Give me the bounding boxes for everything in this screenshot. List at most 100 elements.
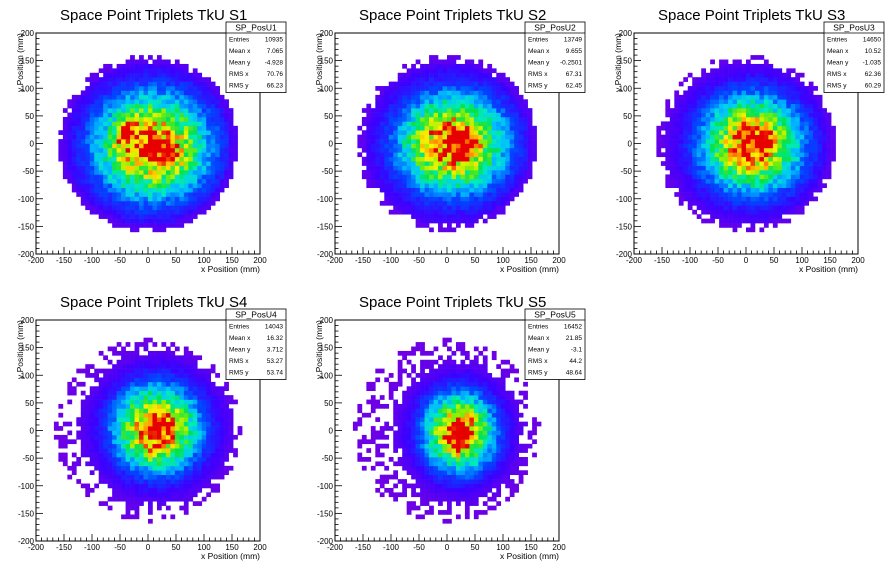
histogram-bin [425,99,430,104]
histogram-bin [126,408,131,413]
histogram-bin [179,369,184,374]
histogram-bin [197,404,202,409]
histogram-bin [366,130,371,135]
histogram-bin [380,130,385,135]
histogram-bin [791,179,796,184]
histogram-bin [487,152,492,157]
histogram-bin [161,148,166,153]
histogram-bin [152,461,157,466]
histogram-bin [384,113,389,118]
histogram-bin [161,99,166,104]
histogram-bin [487,113,492,118]
histogram-bin [135,439,140,444]
histogram-bin [215,453,220,458]
histogram-bin [148,510,153,515]
histogram-bin [683,95,688,100]
histogram-bin [514,148,519,153]
histogram-bin [429,113,434,118]
histogram-bin [193,179,198,184]
histogram-bin [108,444,113,449]
histogram-bin [135,188,140,193]
histogram-bin [728,157,733,162]
histogram-bin [161,126,166,131]
histogram-bin [157,453,162,458]
histogram-bin [148,501,153,506]
histogram-bin [112,77,117,82]
histogram-bin [197,475,202,480]
histogram-bin [407,73,412,78]
histogram-bin [130,484,135,489]
histogram-bin [523,161,528,166]
histogram-bin [188,351,193,356]
histogram-bin [157,64,162,69]
histogram-bin [746,152,751,157]
histogram-bin [63,135,68,140]
histogram-bin [429,126,434,131]
histogram-bin [144,377,149,382]
histogram-bin [750,130,755,135]
histogram-bin [438,152,443,157]
histogram-bin [416,73,421,78]
histogram-bin [710,214,715,219]
histogram-bin [380,108,385,113]
histogram-bin [166,68,171,73]
histogram-bin [135,448,140,453]
histogram-bin [465,210,470,215]
histogram-bin [469,90,474,95]
histogram-bin [465,192,470,197]
histogram-bin [402,99,407,104]
histogram-bin [170,201,175,206]
histogram-bin [161,475,166,480]
histogram-bin [750,166,755,171]
histogram-bin [139,466,144,471]
histogram-bin [733,157,738,162]
histogram-bin [184,439,189,444]
histogram-bin [487,86,492,91]
histogram-bin [224,113,229,118]
histogram-bin [393,139,398,144]
histogram-bin [179,77,184,82]
histogram-bin [175,439,180,444]
stats-label: RMS y [528,83,548,90]
histogram-bin [402,166,407,171]
histogram-bin [366,104,371,109]
histogram-bin [175,223,180,228]
histogram-bin [434,108,439,113]
histogram-bin [184,400,189,405]
histogram-bin [144,86,149,91]
histogram-bin [782,188,787,193]
histogram-bin [371,130,376,135]
histogram-bin [416,183,421,188]
histogram-bin [460,77,465,82]
histogram-bin [416,197,421,202]
histogram-bin [99,144,104,149]
histogram-bin [759,174,764,179]
histogram-bin [478,77,483,82]
histogram-bin [103,188,108,193]
histogram-bin [94,161,99,166]
histogram-bin [469,223,474,228]
histogram-bin [67,391,72,396]
histogram-bin [683,139,688,144]
histogram-bin [447,139,452,144]
histogram-bin [733,108,738,113]
histogram-bin [742,197,747,202]
histogram-bin [112,457,117,462]
histogram-bin [188,470,193,475]
histogram-bin [407,157,412,162]
histogram-bin [152,170,157,175]
histogram-bin [67,113,72,118]
histogram-bin [715,170,720,175]
histogram-bin [768,90,773,95]
histogram-bin [193,470,198,475]
histogram-bin [135,82,140,87]
histogram-bin [469,183,474,188]
histogram-bin [469,130,474,135]
histogram-bin [786,148,791,153]
histogram-bin [117,417,122,422]
histogram-bin [487,95,492,100]
histogram-bin [130,77,135,82]
histogram-bin [58,426,63,431]
histogram-bin [380,179,385,184]
histogram-bin [144,475,149,480]
